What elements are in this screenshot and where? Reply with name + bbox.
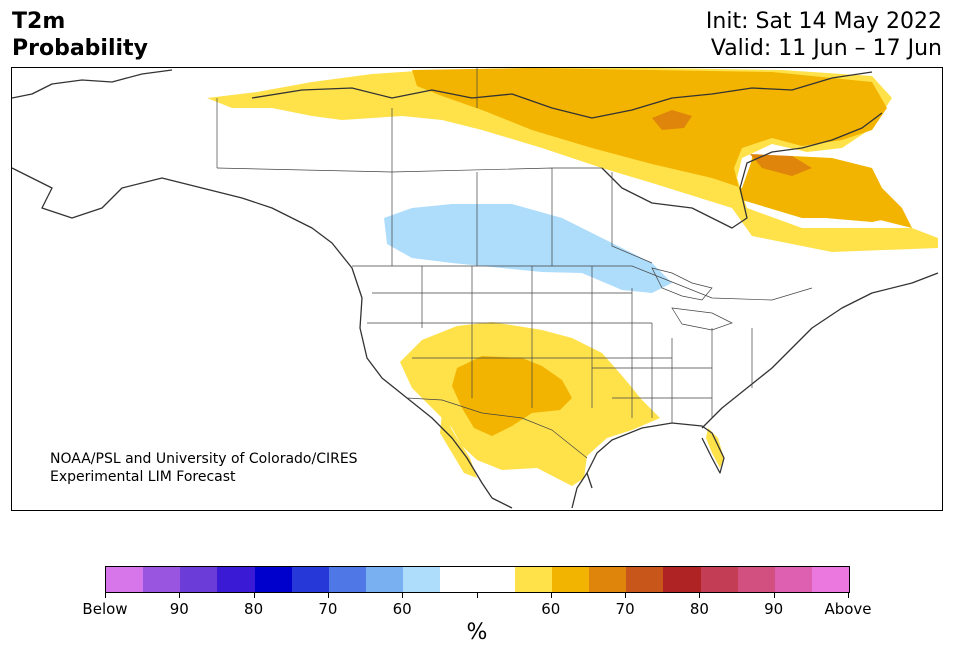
colorbar-tick — [105, 593, 106, 598]
colorbar-swatch — [626, 567, 664, 592]
gulf-coast — [586, 422, 725, 489]
province-lines — [216, 68, 653, 266]
map-panel: NOAA/PSL and University of Colorado/CIRE… — [11, 67, 943, 511]
colorbar-tick-label: 70 — [615, 600, 635, 618]
colorbar-tick — [625, 593, 627, 598]
probability-shading — [207, 68, 938, 486]
colorbar-swatch — [217, 567, 255, 592]
colorbar-swatch — [291, 567, 329, 592]
map-title: T2m Probability — [12, 8, 148, 62]
shade-above-60-florida — [706, 428, 724, 468]
political-borders — [216, 68, 813, 459]
canada-us-border — [352, 265, 813, 301]
title-line-2: Probability — [12, 36, 148, 61]
shade-above-60-baja — [440, 413, 477, 478]
state-lines — [367, 266, 753, 423]
colorbar-swatch — [514, 567, 552, 592]
colorbar-swatch — [366, 567, 404, 592]
colorbar-swatch — [143, 567, 181, 592]
colorbar-tick-label: 90 — [169, 600, 189, 618]
colorbar-tick — [550, 593, 552, 598]
north-america-map — [12, 68, 939, 509]
coastlines — [12, 69, 939, 509]
colorbar-swatch — [700, 567, 738, 592]
great-lakes — [651, 267, 733, 331]
colorbar-swatch — [180, 567, 218, 592]
pacific-coast — [291, 217, 493, 499]
colorbar-tick — [253, 593, 255, 598]
colorbar-swatch — [551, 567, 590, 592]
colorbar-swatch — [477, 567, 515, 592]
title-line-1: T2m — [12, 9, 66, 34]
colorbar-tick-label: 80 — [689, 600, 709, 618]
colorbar-tick-label: Below — [82, 600, 128, 618]
arctic-coast — [251, 71, 873, 119]
colorbar-tick — [699, 593, 701, 598]
colorbar-tick — [848, 593, 849, 598]
colorbar-swatch — [774, 567, 812, 592]
colorbar-tick — [773, 593, 775, 598]
hudson-bay-coast — [601, 112, 883, 229]
colorbar-swatch — [328, 567, 367, 592]
shade-above-80-labrador — [750, 154, 812, 176]
colorbar-tick — [327, 593, 329, 598]
credit-line-1: NOAA/PSL and University of Colorado/CIRE… — [50, 451, 358, 467]
colorbar-swatch — [589, 567, 627, 592]
colorbar-unit: % — [466, 620, 488, 645]
shade-above-70-southwest — [452, 356, 572, 436]
alaska-coast — [12, 69, 293, 219]
colorbar-swatch — [440, 567, 478, 592]
credit-line-2: Experimental LIM Forecast — [50, 469, 236, 485]
colorbar-tick-label: 60 — [541, 600, 561, 618]
colorbar-swatch — [254, 567, 292, 592]
colorbar-swatch — [737, 567, 775, 592]
colorbar-tick-label: 90 — [764, 600, 784, 618]
colorbar-center-tick — [476, 593, 478, 598]
mexico-coast — [491, 472, 588, 509]
forecast-credit: NOAA/PSL and University of Colorado/CIRE… — [50, 450, 358, 486]
colorbar-tick-label: 80 — [244, 600, 264, 618]
init-date: Init: Sat 14 May 2022 — [705, 9, 942, 34]
atlantic-coast — [701, 272, 939, 429]
colorbar-tick-label: 60 — [392, 600, 412, 618]
colorbar-tick — [402, 593, 404, 598]
date-info: Init: Sat 14 May 2022 Valid: 11 Jun – 17… — [706, 8, 942, 62]
shade-above-80-hudson — [652, 110, 692, 130]
valid-range: Valid: 11 Jun – 17 Jun — [710, 36, 942, 61]
colorbar-swatch — [106, 567, 144, 592]
us-mexico-border — [406, 397, 588, 459]
colorbar-swatch — [403, 567, 441, 592]
colorbar-tick-label: 70 — [318, 600, 338, 618]
colorbar-tick — [179, 593, 181, 598]
probability-colorbar — [105, 566, 850, 593]
shade-below-60-plains — [384, 204, 672, 293]
colorbar-swatch — [663, 567, 701, 592]
colorbar-tick-label: Above — [824, 600, 872, 618]
colorbar-swatch — [811, 567, 850, 592]
